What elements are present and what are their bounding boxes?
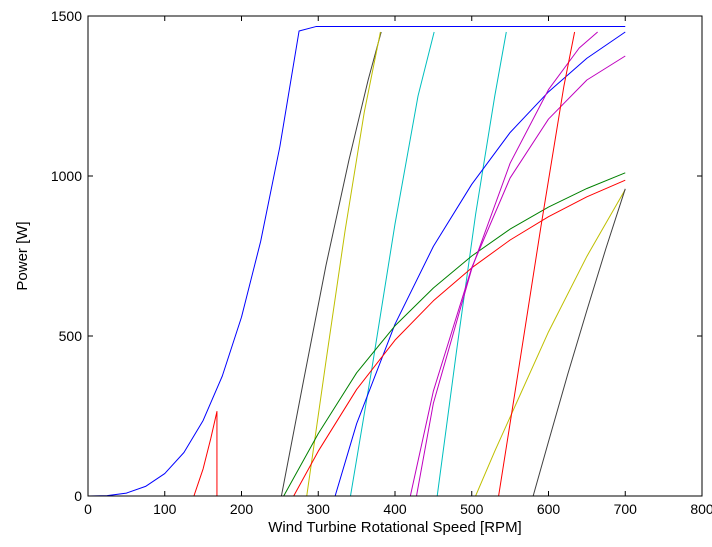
x-tick-label: 300: [307, 501, 331, 517]
series-line-1: [88, 26, 626, 496]
series-line-7: [88, 31, 626, 496]
series-line-8: [88, 172, 626, 496]
x-tick-label: 100: [153, 501, 177, 517]
x-tick-label: 200: [230, 501, 254, 517]
x-tick-label: 800: [690, 501, 712, 517]
series-line-6: [88, 31, 507, 496]
series-line-11: [88, 31, 598, 496]
y-axis-label: Power [W]: [14, 221, 31, 290]
series-line-3: [88, 31, 382, 496]
series-line-2: [88, 411, 626, 496]
x-axis-label: Wind Turbine Rotational Speed [RPM]: [268, 519, 521, 536]
x-tick-label: 500: [460, 501, 484, 517]
series-line-12: [88, 189, 626, 496]
series-line-13: [88, 31, 576, 496]
series-line-10: [88, 55, 626, 496]
y-tick-label: 1500: [51, 8, 82, 24]
series-line-5: [88, 31, 435, 496]
y-tick-label: 500: [59, 328, 83, 344]
plot-frame: [87, 15, 703, 497]
series-line-9: [88, 179, 626, 496]
axis-ticks: 0 100 200 300 400 500 600 700 800 0 500 1000 1500: [51, 8, 712, 517]
y-tick-label: 0: [74, 488, 82, 504]
x-tick-label: 600: [537, 501, 561, 517]
series-line-14: [88, 188, 626, 496]
x-tick-label: 400: [383, 501, 407, 517]
x-tick-label: 700: [614, 501, 638, 517]
y-tick-label: 1000: [51, 168, 82, 184]
x-tick-label: 0: [84, 501, 92, 517]
series-line-4: [88, 31, 381, 496]
series-layer: [88, 26, 626, 496]
